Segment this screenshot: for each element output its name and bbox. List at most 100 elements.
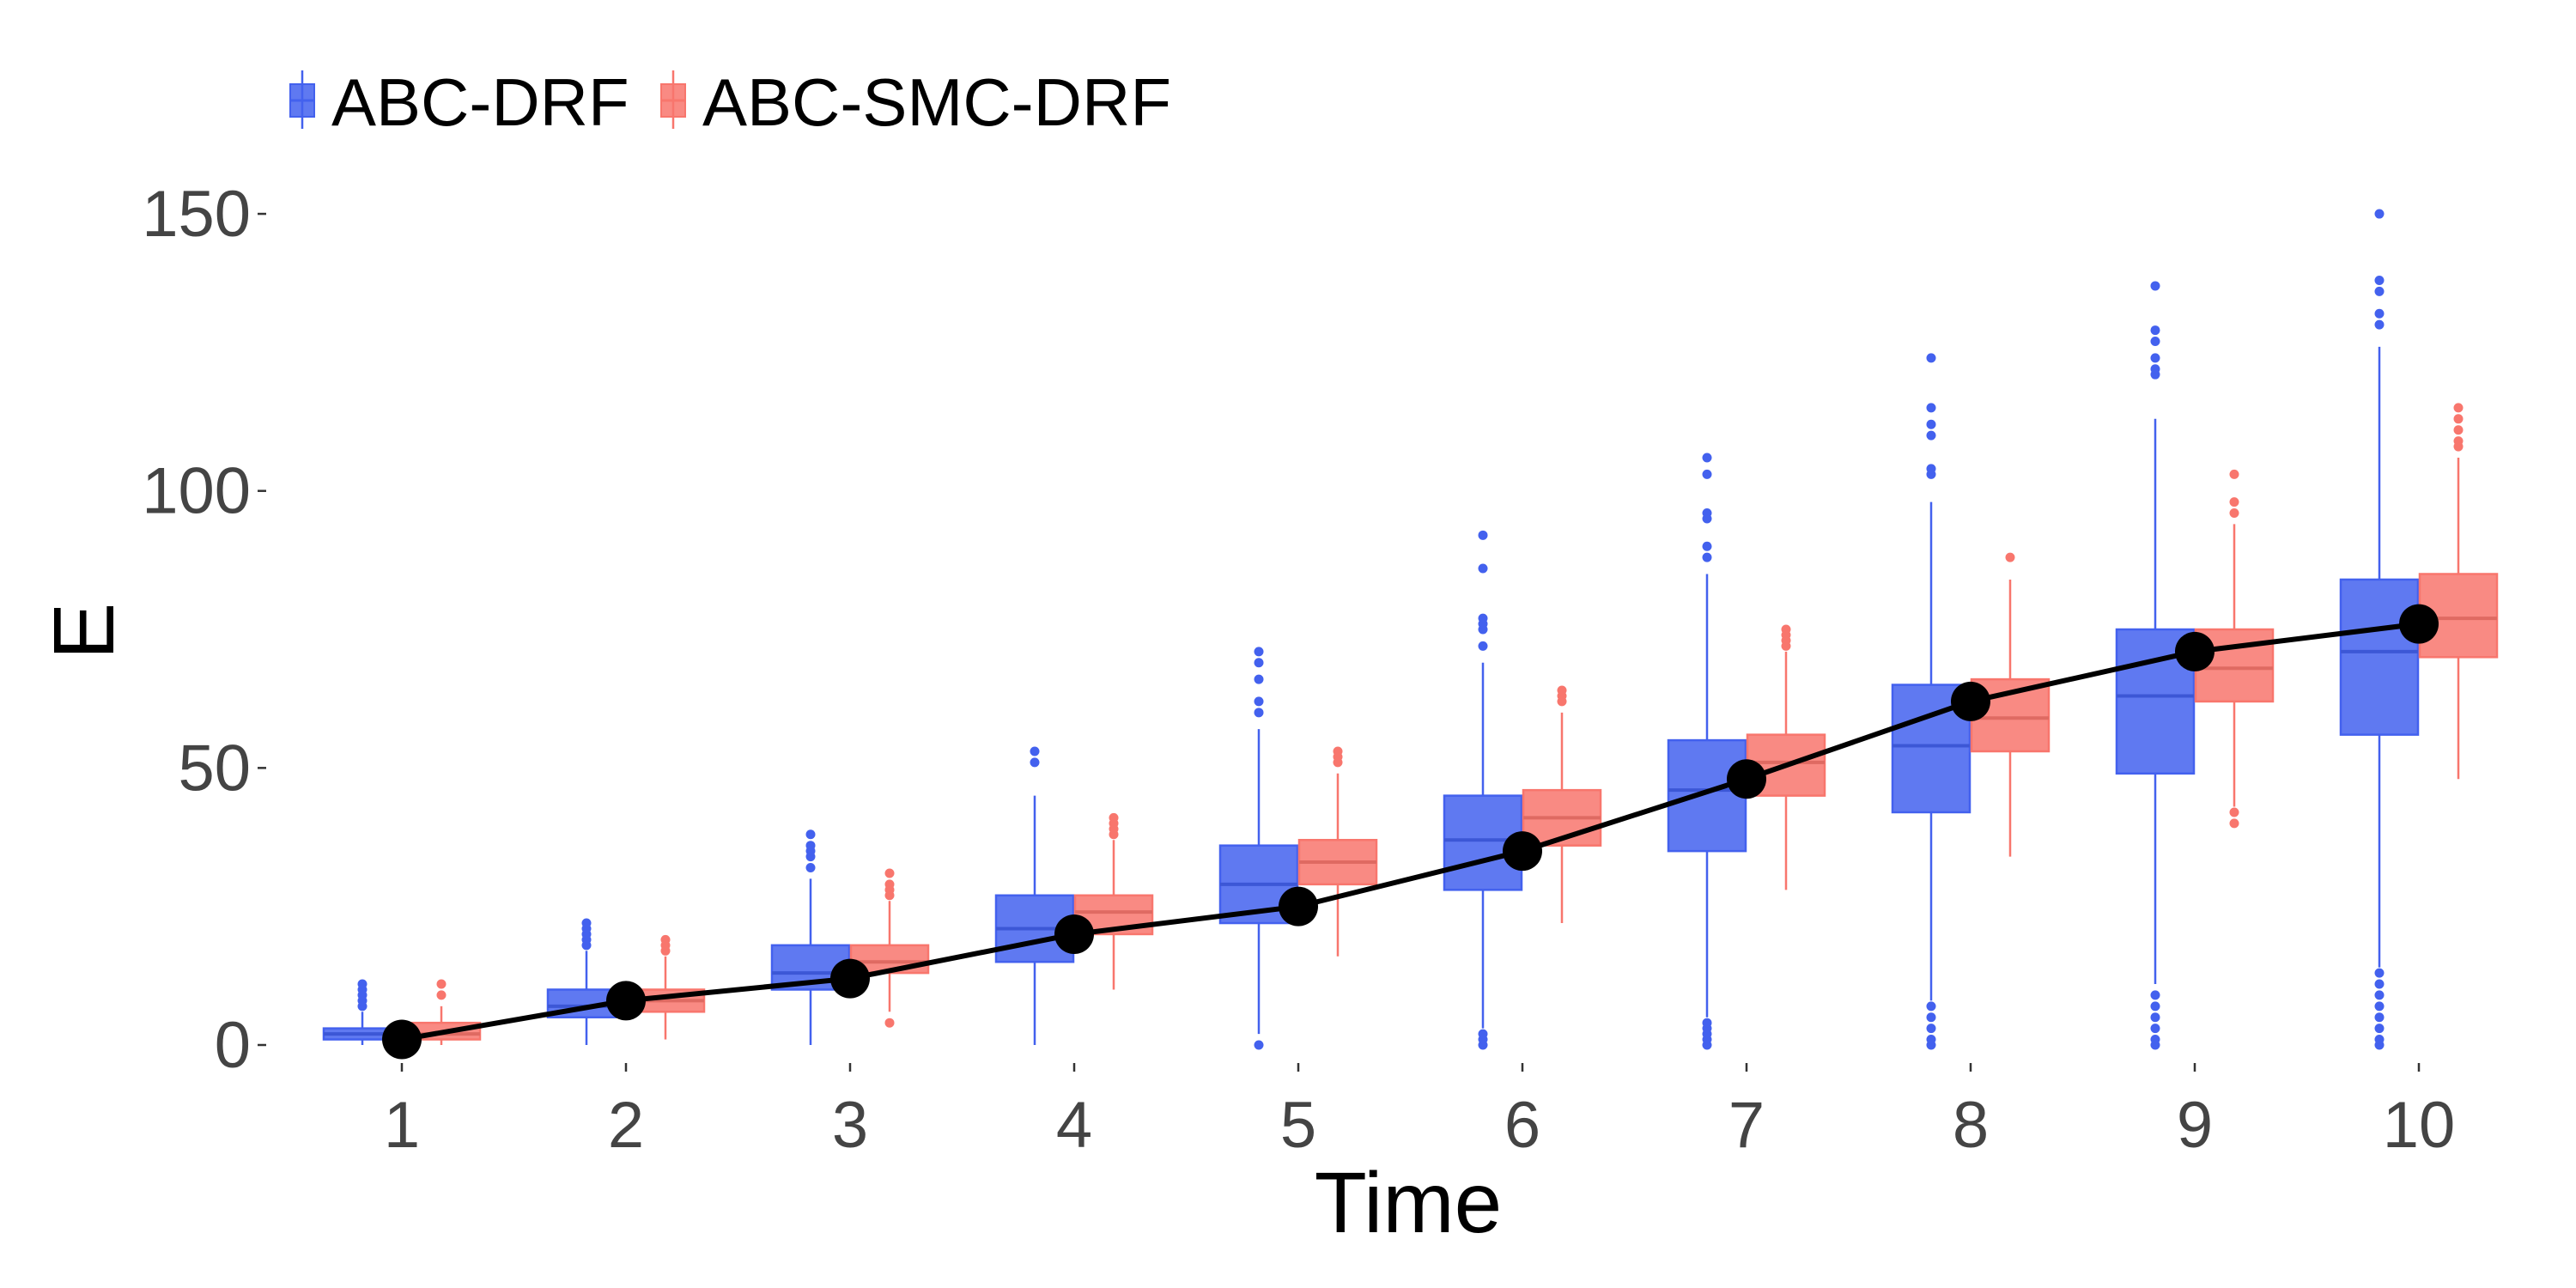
outlier-point — [1478, 530, 1488, 540]
outlier-point — [1702, 1018, 1712, 1028]
outlier-point — [2374, 308, 2385, 319]
outlier-point — [805, 841, 816, 851]
outlier-point — [2150, 325, 2160, 336]
x-tick-label: 6 — [1504, 1089, 1540, 1162]
outlier-point — [2453, 403, 2464, 413]
outlier-point — [1557, 685, 1567, 696]
outlier-point — [2374, 968, 2385, 978]
truth-point — [2399, 604, 2439, 644]
y-tick-label: 50 — [178, 732, 251, 805]
outlier-point — [2150, 1035, 2160, 1045]
outlier-point — [436, 979, 447, 989]
outlier-point — [581, 918, 592, 928]
outlier-point — [2150, 1024, 2160, 1034]
box-abc-smc-drf — [2418, 403, 2499, 780]
outlier-point — [1109, 812, 1119, 823]
outlier-point — [1926, 464, 1936, 474]
outlier-point — [2150, 336, 2160, 346]
truth-point — [382, 1019, 422, 1060]
outlier-point — [1478, 563, 1488, 574]
outlier-point — [2374, 979, 2385, 989]
outlier-point — [1702, 508, 1712, 519]
outlier-point — [1702, 453, 1712, 463]
x-tick-label: 8 — [1953, 1089, 1989, 1162]
outlier-point — [1254, 696, 1264, 707]
outlier-point — [2150, 1012, 2160, 1023]
outlier-point — [1702, 469, 1712, 479]
truth-line-layer — [382, 604, 2439, 1060]
outlier-point — [1254, 708, 1264, 718]
truth-point — [1054, 914, 1094, 954]
truth-point — [1727, 759, 1766, 799]
outlier-point — [660, 934, 671, 945]
outlier-point — [884, 1018, 895, 1028]
box-abc-smc-drf — [1522, 685, 1602, 924]
outlier-point — [2229, 807, 2239, 817]
truth-point — [606, 981, 646, 1021]
x-tick-label: 1 — [384, 1089, 420, 1162]
box-abc-drf — [546, 918, 627, 1045]
truth-point — [1279, 886, 1318, 927]
outlier-point — [1781, 624, 1791, 635]
outlier-point — [1254, 647, 1264, 657]
outlier-point — [805, 829, 816, 840]
outlier-point — [2453, 414, 2464, 424]
outlier-point — [436, 990, 447, 1000]
outlier-point — [1478, 613, 1488, 623]
outlier-point — [1702, 541, 1712, 551]
outlier-point — [2150, 353, 2160, 363]
outlier-point — [2374, 1001, 2385, 1012]
legend-item-abc-smc-drf: ABC-SMC-DRF — [660, 64, 1171, 140]
outlier-point — [1926, 1001, 1936, 1012]
outlier-point — [805, 863, 816, 873]
outlier-point — [1333, 746, 1343, 756]
x-axis: 1 2 3 4 5 6 7 8 9 10 — [384, 1063, 2455, 1162]
outlier-point — [2150, 364, 2160, 374]
x-tick-label: 3 — [832, 1089, 868, 1162]
truth-point — [830, 958, 870, 999]
truth-line — [401, 621, 2420, 1042]
box-layer — [322, 209, 2499, 1050]
outlier-point — [1926, 403, 1936, 413]
box-body — [1667, 738, 1747, 853]
y-axis-label: E — [36, 603, 132, 660]
legend-item-abc-drf: ABC-DRF — [289, 64, 629, 140]
box-abc-drf — [1667, 453, 1747, 1050]
box-abc-drf — [994, 746, 1075, 1045]
outlier-point — [884, 879, 895, 890]
x-tick-label: 7 — [1728, 1089, 1765, 1162]
outlier-point — [2453, 425, 2464, 435]
box-abc-drf — [1443, 530, 1523, 1050]
legend-label: ABC-SMC-DRF — [702, 64, 1171, 140]
outlier-point — [2229, 818, 2239, 829]
outlier-point — [2150, 1001, 2160, 1012]
truth-point — [2175, 631, 2215, 671]
outlier-point — [1926, 353, 1936, 363]
y-tick-label: 100 — [142, 455, 251, 528]
outlier-point — [1478, 641, 1488, 651]
outlier-point — [2229, 469, 2239, 479]
outlier-point — [2374, 1024, 2385, 1034]
outlier-point — [2150, 281, 2160, 291]
x-tick-label: 2 — [608, 1089, 644, 1162]
box-body — [2339, 578, 2420, 736]
outlier-point — [1926, 419, 1936, 429]
outlier-point — [1030, 757, 1040, 768]
x-axis-label: Time — [1315, 1155, 1503, 1251]
box-abc-smc-drf — [1073, 812, 1154, 990]
box-abc-drf — [2115, 281, 2196, 1050]
outlier-point — [1254, 674, 1264, 684]
outlier-point — [2453, 436, 2464, 447]
x-tick-label: 4 — [1056, 1089, 1092, 1162]
y-tick-label: 150 — [142, 178, 251, 251]
outlier-point — [2374, 209, 2385, 219]
outlier-point — [1926, 1035, 1936, 1045]
outlier-point — [357, 979, 368, 989]
outlier-point — [1702, 552, 1712, 562]
outlier-point — [1926, 1012, 1936, 1023]
legend: ABC-DRF ABC-SMC-DRF — [289, 64, 1171, 140]
outlier-point — [2374, 319, 2385, 330]
truth-point — [1951, 681, 1990, 721]
outlier-point — [1926, 1024, 1936, 1034]
